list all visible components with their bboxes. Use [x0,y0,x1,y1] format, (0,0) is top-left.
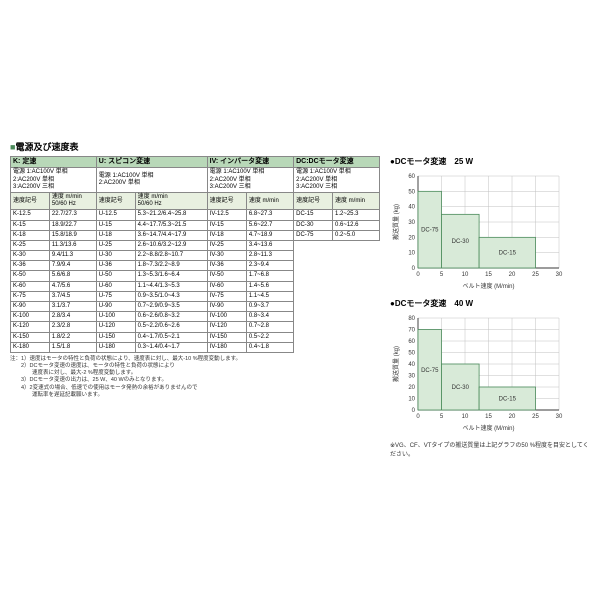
svg-text:25: 25 [532,272,539,278]
col2-U: 速度 m/min50/60 Hz [135,192,207,209]
svg-text:30: 30 [408,220,415,226]
chart-dc-25w: ●DCモータ変速 25 W 0 5 10 15 20 25 30 0 10 20 30 40 50 60 DC… [390,156,590,290]
col1-DC: 速度記号 [294,192,333,209]
svg-text:60: 60 [408,174,415,180]
col1-IV: 速度記号 [207,192,246,209]
svg-text:10: 10 [462,414,469,420]
svg-text:DC-75: DC-75 [421,228,439,234]
svg-text:搬送質量 (kg): 搬送質量 (kg) [392,346,400,382]
svg-text:30: 30 [408,374,415,380]
svg-text:0: 0 [416,272,420,278]
power-K: 電源 1:AC100V 単相2:AC200V 単相3:AC200V 三相 [11,168,97,193]
svg-text:80: 80 [408,316,415,322]
speed-table: K: 定速U: スピコン変速IV: インバータ変速DC:DCモータ変速電源 1:… [10,156,380,353]
col2-DC: 速度 m/min [332,192,379,209]
col2-K: 速度 m/min50/60 Hz [49,192,96,209]
col1-U: 速度記号 [96,192,135,209]
power-DC: 電源 1:AC100V 単相2:AC200V 単相3:AC200V 三相 [294,168,380,193]
svg-text:50: 50 [408,189,415,195]
svg-text:30: 30 [556,414,563,420]
svg-text:60: 60 [408,339,415,345]
col2-IV: 速度 m/min [246,192,293,209]
svg-text:DC-30: DC-30 [452,385,470,391]
chart-svg: 0 5 10 15 20 25 30 0 10 20 30 40 50 60 70 80 DC-75 DC-30 D… [390,312,565,432]
chart-title: ●DCモータ変速 40 W [390,298,590,309]
svg-text:5: 5 [440,272,444,278]
chart-svg: 0 5 10 15 20 25 30 0 10 20 30 40 50 60 DC-75 DC-30 DC-15… [390,170,565,290]
svg-text:20: 20 [408,385,415,391]
svg-text:DC-75: DC-75 [421,368,439,374]
section-title: ■電源及び速度表 [10,140,590,153]
group-head-U: U: スピコン変速 [96,157,207,168]
table-row: K-2511.3/13.6U-252.6~10.6/3.2~12.9IV-253… [11,240,380,250]
svg-text:DC-15: DC-15 [499,397,517,403]
svg-text:25: 25 [532,414,539,420]
svg-text:50: 50 [408,351,415,357]
svg-text:20: 20 [509,272,516,278]
svg-text:40: 40 [408,362,415,368]
group-head-K: K: 定速 [11,157,97,168]
svg-text:ベルト速度 (M/min): ベルト速度 (M/min) [463,282,515,290]
svg-text:10: 10 [408,251,415,257]
svg-text:DC-15: DC-15 [499,251,517,257]
footnotes: 注：1）速度はモータの特性と負荷の状態により、速度表に対し、最大-10 %程度変… [10,356,380,399]
svg-text:20: 20 [509,414,516,420]
table-row: K-1518.9/22.7U-154.4~17.7/5.3~21.5IV-155… [11,220,380,230]
table-row: K-12.522.7/27.3U-12.55.3~21.2/6.4~25.8IV… [11,210,380,220]
chart-title: ●DCモータ変速 25 W [390,156,590,167]
table-row: K-1815.8/18.9U-183.6~14.7/4.4~17.9IV-184… [11,230,380,240]
power-IV: 電源 1:AC100V 単相2:AC200V 単相3:AC200V 三相 [207,168,293,193]
svg-text:15: 15 [485,414,492,420]
svg-text:30: 30 [556,272,563,278]
svg-text:5: 5 [440,414,444,420]
svg-text:DC-30: DC-30 [452,239,470,245]
chart-dc-40w: ●DCモータ変速 40 W 0 5 10 15 20 25 30 0 10 20 30 40 50 60 70… [390,298,590,432]
svg-text:15: 15 [485,272,492,278]
col1-K: 速度記号 [11,192,50,209]
svg-text:搬送質量 (kg): 搬送質量 (kg) [392,204,400,240]
power-U: 電源 1:AC100V 単相2:AC200V 単相 [96,168,207,193]
svg-text:20: 20 [408,235,415,241]
group-head-IV: IV: インバータ変速 [207,157,293,168]
svg-text:0: 0 [412,408,416,414]
chart-footnote: ※VG、CF、VTタイプの搬送質量は上記グラフの50 %程度を目安としてください… [390,440,590,458]
svg-text:10: 10 [462,272,469,278]
svg-text:10: 10 [408,397,415,403]
svg-text:ベルト速度 (M/min): ベルト速度 (M/min) [463,424,515,432]
svg-text:0: 0 [412,266,416,272]
group-head-DC: DC:DCモータ変速 [294,157,380,168]
svg-text:70: 70 [408,328,415,334]
svg-text:40: 40 [408,205,415,211]
svg-text:0: 0 [416,414,420,420]
